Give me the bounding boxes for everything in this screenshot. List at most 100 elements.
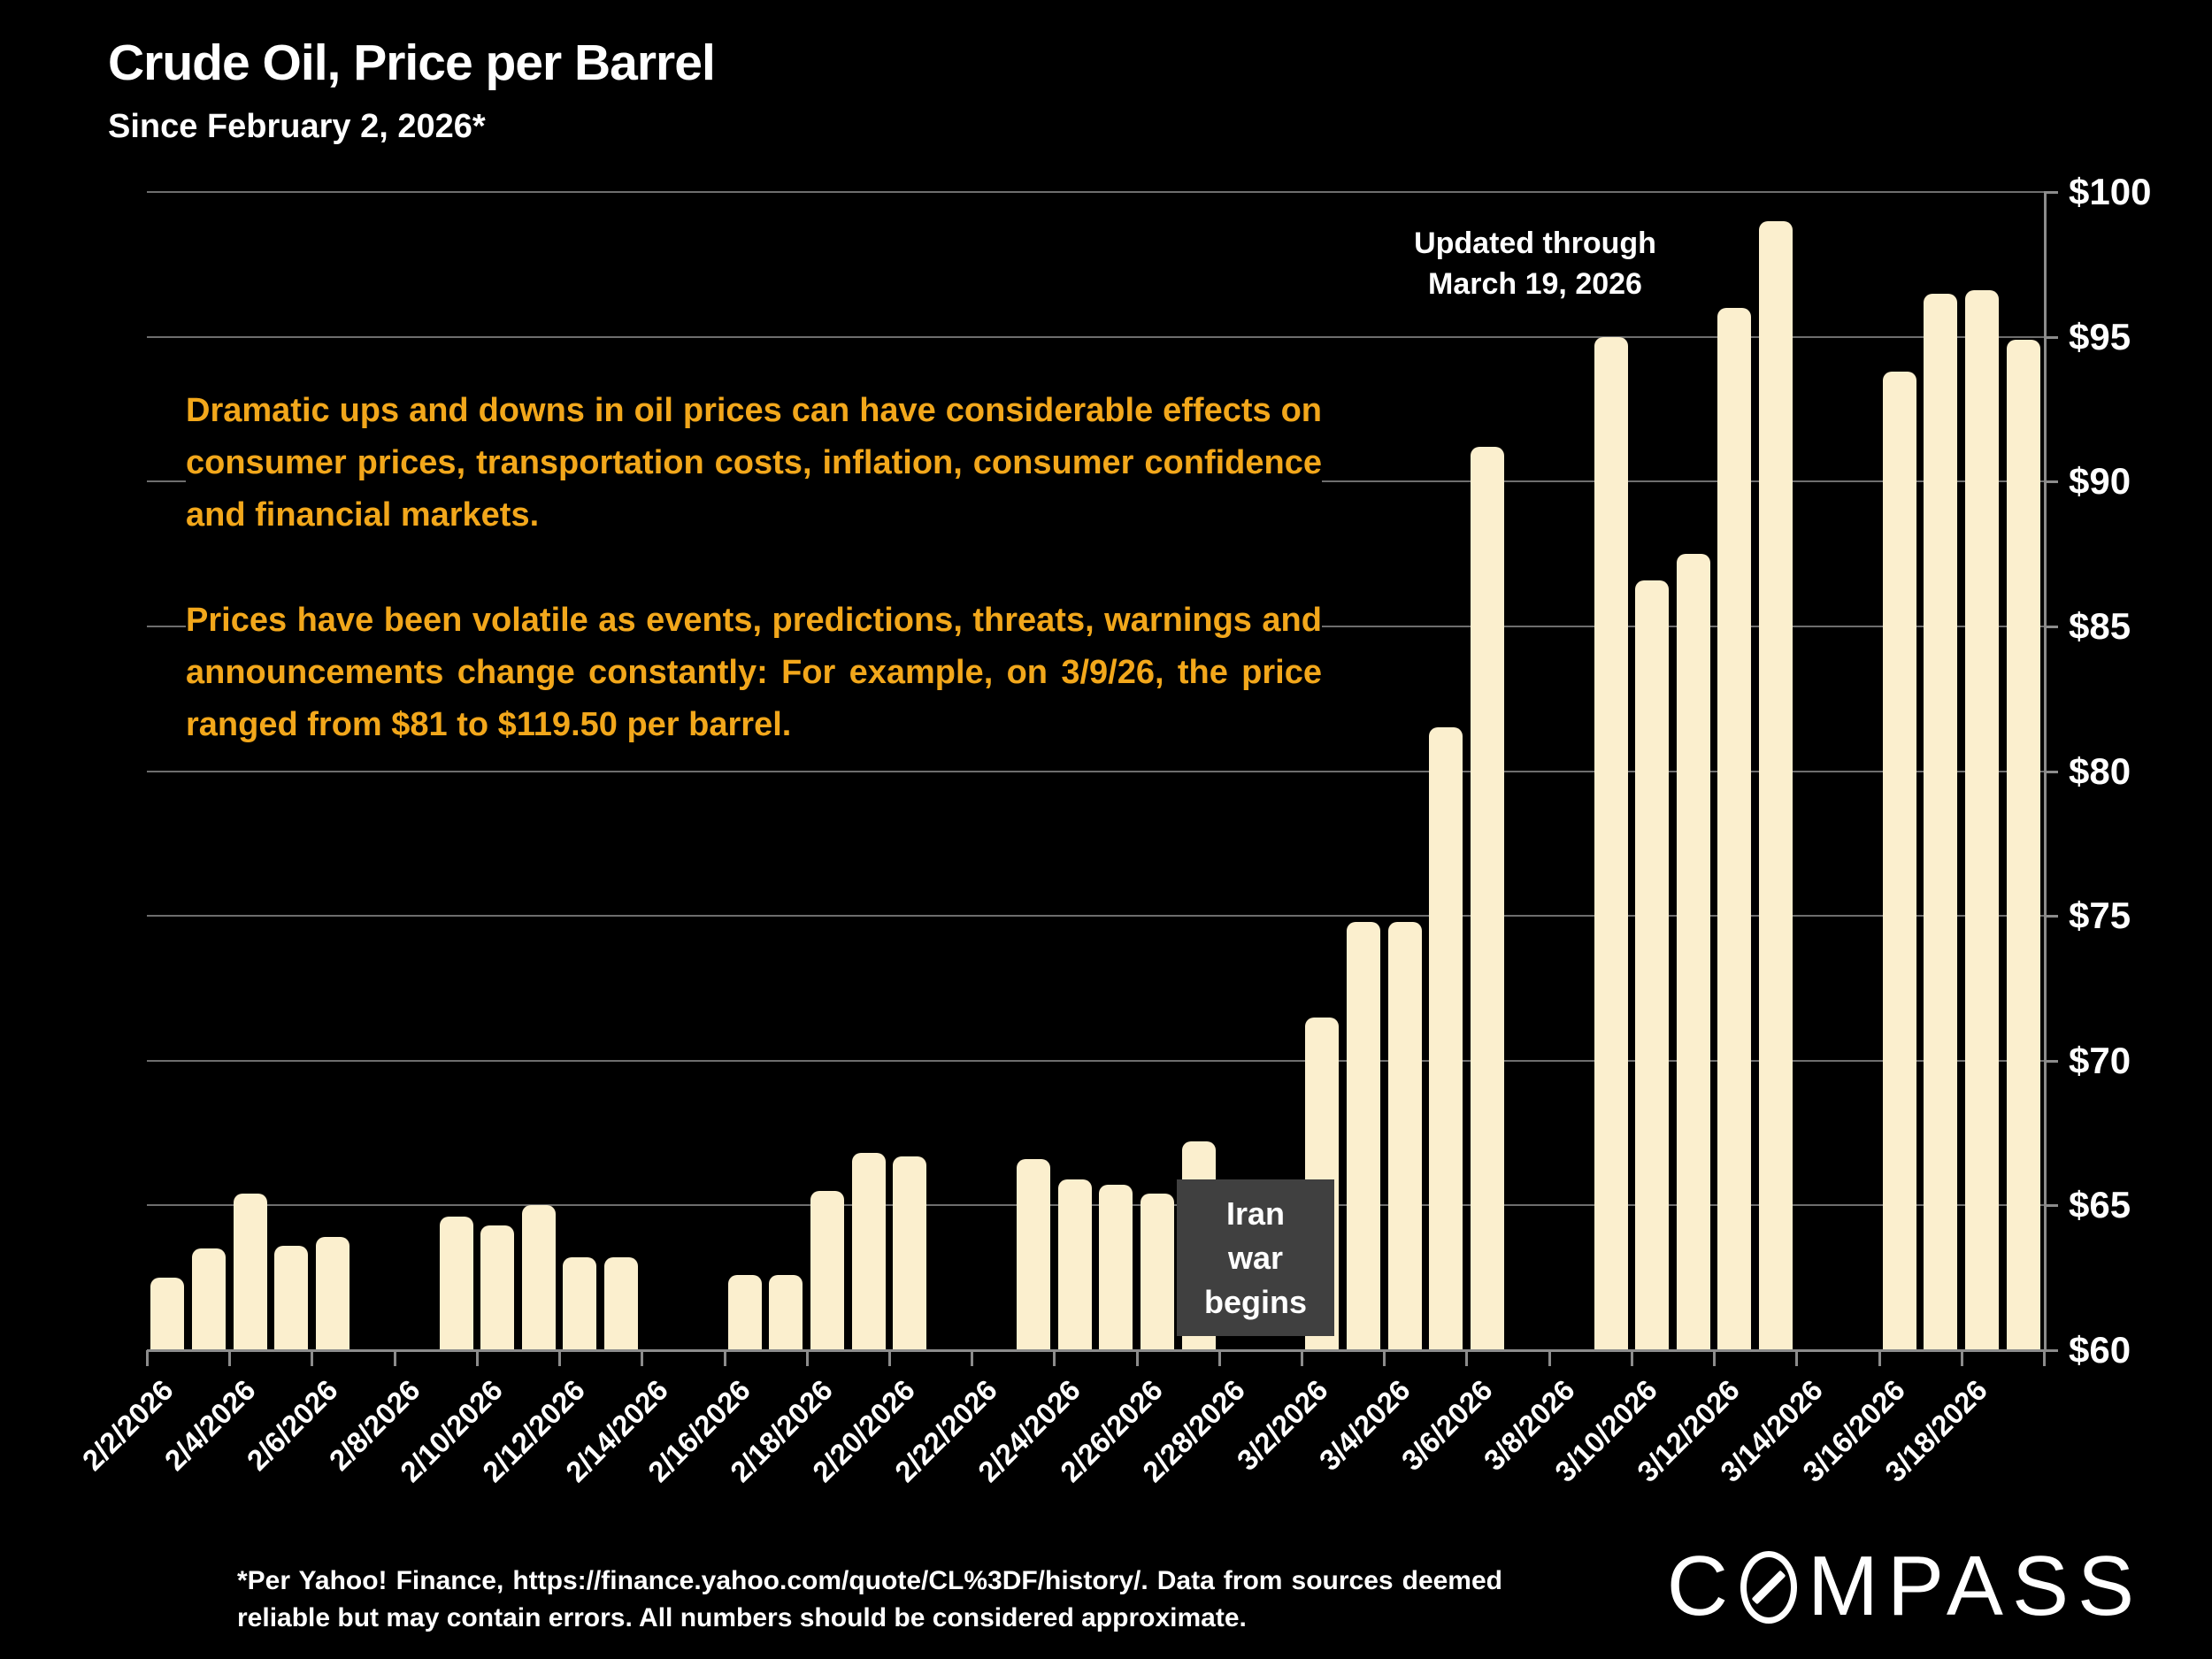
gridline xyxy=(147,191,2044,193)
x-axis-tick xyxy=(475,1350,479,1366)
x-axis-tick xyxy=(558,1350,562,1366)
event-annotation-line1: Iran xyxy=(1225,1194,1286,1232)
bar xyxy=(1387,921,1422,1350)
annotation-paragraph-2: Prices have been volatile as events, pre… xyxy=(186,595,1322,751)
gridline xyxy=(147,335,2044,338)
bar xyxy=(893,1156,927,1350)
x-axis-tick xyxy=(641,1350,644,1366)
x-axis-line xyxy=(147,1349,2047,1352)
y-axis-tick xyxy=(2044,1204,2058,1208)
y-axis-label: $70 xyxy=(2069,1039,2131,1081)
x-axis-label: 2/4/2026 xyxy=(157,1373,262,1478)
x-axis-tick xyxy=(1795,1350,1799,1366)
x-axis-tick xyxy=(887,1350,891,1366)
x-axis-tick xyxy=(1630,1350,1633,1366)
x-axis-tick xyxy=(1960,1350,1963,1366)
x-axis-tick xyxy=(2043,1350,2046,1366)
x-axis-tick xyxy=(1465,1350,1469,1366)
bar xyxy=(1759,220,1793,1350)
bar xyxy=(1346,921,1380,1350)
y-axis-label: $65 xyxy=(2069,1184,2131,1226)
bar xyxy=(851,1153,886,1350)
event-annotation-line2: war xyxy=(1227,1239,1284,1276)
y-axis-tick xyxy=(2044,915,2058,918)
bar xyxy=(563,1257,597,1350)
bar xyxy=(1429,727,1463,1350)
gridline xyxy=(147,770,2044,772)
gridline xyxy=(147,1204,2044,1207)
bar xyxy=(1140,1194,1174,1350)
y-axis-tick xyxy=(2044,335,2058,339)
y-axis-tick xyxy=(2044,191,2058,194)
bar xyxy=(521,1205,556,1350)
y-axis-label: $85 xyxy=(2069,604,2131,647)
x-axis-tick xyxy=(393,1350,396,1366)
x-axis-tick xyxy=(723,1350,726,1366)
bar xyxy=(191,1248,226,1350)
bar xyxy=(1057,1179,1092,1350)
bar xyxy=(233,1194,267,1350)
bar xyxy=(1717,307,1752,1350)
x-axis-tick xyxy=(228,1350,232,1366)
y-axis-tick xyxy=(2044,770,2058,773)
x-axis-tick xyxy=(1383,1350,1386,1366)
bar xyxy=(150,1278,185,1350)
event-annotation-line3: begins xyxy=(1203,1283,1307,1320)
x-axis-label: 3/2/2026 xyxy=(1230,1373,1334,1478)
x-axis-tick xyxy=(805,1350,809,1366)
bar xyxy=(1594,336,1628,1350)
y-axis-label: $60 xyxy=(2069,1329,2131,1371)
bar xyxy=(315,1237,349,1350)
y-axis-label: $100 xyxy=(2069,171,2152,212)
bar xyxy=(1099,1185,1133,1350)
x-axis-tick xyxy=(1548,1350,1551,1366)
y-axis-tick xyxy=(2044,480,2058,484)
bar xyxy=(480,1225,515,1350)
compass-needle-icon xyxy=(1740,1551,1798,1624)
x-axis-label: 2/2/2026 xyxy=(75,1373,180,1478)
x-axis-label: 3/4/2026 xyxy=(1312,1373,1417,1478)
gridline xyxy=(147,1059,2044,1062)
annotation-paragraph-1: Dramatic ups and downs in oil prices can… xyxy=(186,385,1322,541)
compass-logo-c: C xyxy=(1666,1539,1738,1633)
bar xyxy=(439,1217,473,1350)
y-axis-tick xyxy=(2044,1059,2058,1063)
bar xyxy=(1635,580,1670,1350)
event-annotation: Iran war begins xyxy=(1177,1179,1334,1336)
x-axis-tick xyxy=(311,1350,314,1366)
bar xyxy=(769,1274,803,1350)
gridline xyxy=(147,915,2044,918)
x-axis-tick xyxy=(1878,1350,1881,1366)
bar xyxy=(1017,1159,1051,1350)
bar xyxy=(1676,554,1710,1350)
bar xyxy=(1965,290,2000,1350)
bar xyxy=(1882,371,1916,1350)
source-footnote: *Per Yahoo! Finance, https://finance.yah… xyxy=(237,1566,1502,1632)
y-axis-label: $95 xyxy=(2069,315,2131,357)
y-axis-label: $80 xyxy=(2069,749,2131,792)
x-axis-tick xyxy=(971,1350,974,1366)
y-axis-line xyxy=(2044,192,2047,1352)
y-axis-label: $90 xyxy=(2069,460,2131,503)
bar xyxy=(604,1257,638,1350)
updated-note-line1: Updated through xyxy=(1414,227,1656,260)
bar xyxy=(1924,293,1958,1350)
y-axis-label: $75 xyxy=(2069,895,2131,937)
bar xyxy=(727,1274,762,1350)
x-axis-tick xyxy=(146,1350,149,1366)
x-axis-label: 2/6/2026 xyxy=(240,1373,344,1478)
x-axis-tick xyxy=(1301,1350,1304,1366)
page-subtitle: Since February 2, 2026* xyxy=(108,108,486,145)
y-axis-tick xyxy=(2044,1349,2058,1352)
x-axis-label: 3/6/2026 xyxy=(1394,1373,1499,1478)
bar xyxy=(274,1246,309,1350)
bar xyxy=(1470,446,1504,1350)
compass-logo: C MPASS xyxy=(1667,1538,2143,1635)
y-axis-tick xyxy=(2044,625,2058,628)
updated-note: Updated through March 19, 2026 xyxy=(1327,223,1743,304)
bar xyxy=(2006,339,2040,1350)
x-axis-tick xyxy=(1053,1350,1056,1366)
x-axis-tick xyxy=(1217,1350,1221,1366)
bar xyxy=(810,1191,845,1350)
